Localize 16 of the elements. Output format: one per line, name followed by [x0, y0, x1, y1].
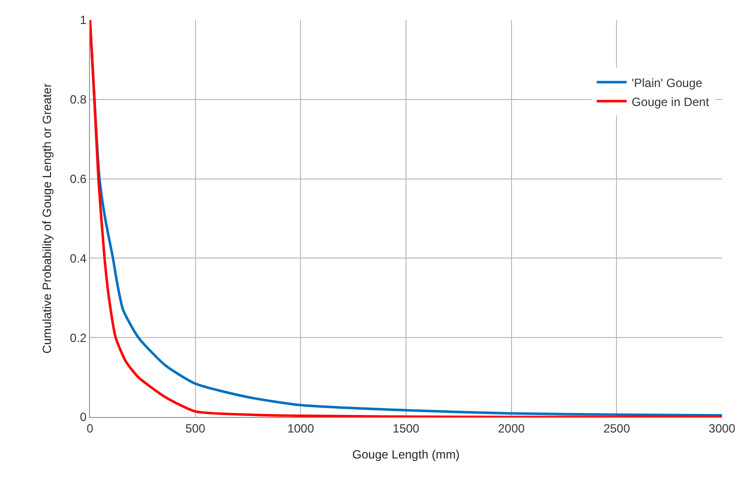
y-tick-label: 1 — [80, 13, 87, 28]
legend-label: 'Plain' Gouge — [632, 76, 703, 90]
x-tick-label: 500 — [185, 421, 206, 436]
x-tick-label: 2500 — [603, 421, 630, 436]
y-tick-label: 0.2 — [70, 330, 87, 345]
y-tick-label: 0.8 — [70, 92, 87, 107]
y-tick-label: 0.6 — [70, 172, 87, 186]
x-tick-label: 1000 — [287, 421, 314, 436]
x-tick-label: 3000 — [708, 421, 736, 436]
legend-label: Gouge in Dent — [632, 94, 710, 109]
y-tick-label: 0.4 — [70, 251, 87, 266]
x-tick-label: 1500 — [392, 421, 420, 436]
x-tick-label: 2000 — [498, 421, 525, 436]
x-axis-title: Gouge Length (mm) — [352, 447, 460, 462]
y-axis-title: Cumulative Probability of Gouge Length or Greater — [40, 83, 54, 354]
y-tick-label: 0 — [80, 410, 87, 424]
